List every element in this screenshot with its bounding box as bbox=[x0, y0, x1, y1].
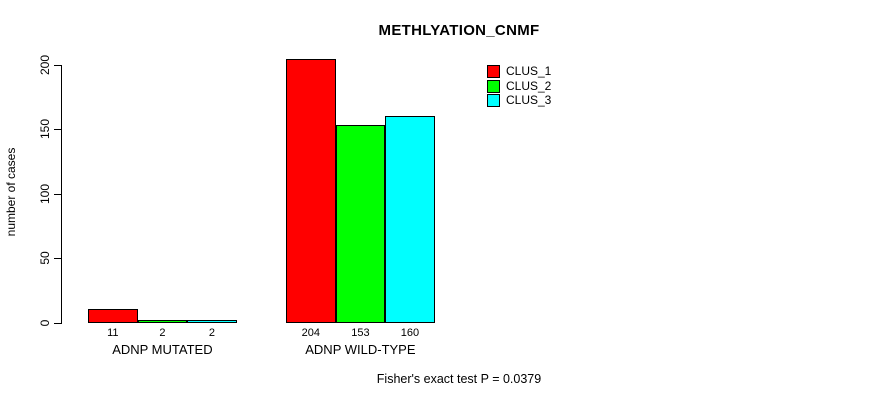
bar-value-label: 11 bbox=[107, 327, 119, 339]
bar-clus_2-1 bbox=[137, 320, 188, 323]
legend-item-clus_1: CLUS_1 bbox=[487, 65, 551, 78]
bar-value-label: 2 bbox=[159, 327, 166, 339]
legend-label: CLUS_3 bbox=[506, 93, 552, 107]
legend-label: CLUS_2 bbox=[506, 78, 552, 93]
footnote: Fisher's exact test P = 0.0379 bbox=[376, 372, 542, 386]
y-tick-mark bbox=[54, 323, 61, 324]
y-tick-mark bbox=[54, 258, 61, 260]
bar-value-label: 2 bbox=[208, 327, 216, 339]
legend-item-clus_3: CLUS_3 bbox=[487, 94, 551, 107]
category-label: ADNP MUTATED bbox=[112, 342, 213, 357]
bar-clus_1-1 bbox=[88, 308, 138, 323]
legend-swatch-icon bbox=[487, 79, 500, 93]
bar-value-label: 160 bbox=[400, 327, 420, 339]
legend-label: CLUS_1 bbox=[506, 64, 552, 78]
bar-value-label: 204 bbox=[301, 327, 320, 339]
legend-item-clus_2: CLUS_2 bbox=[487, 78, 552, 93]
bar-clus_1-2 bbox=[286, 59, 336, 323]
y-tick-mark bbox=[54, 193, 61, 195]
bar-clus_3-2 bbox=[385, 116, 435, 323]
y-tick-label: 50 bbox=[38, 251, 52, 266]
bar-value-label: 153 bbox=[351, 327, 370, 339]
category-label: ADNP WILD-TYPE bbox=[305, 342, 416, 357]
y-axis-line bbox=[61, 64, 62, 324]
legend-swatch-icon bbox=[487, 94, 500, 107]
y-tick-label: 100 bbox=[38, 183, 52, 204]
y-tick-label: 200 bbox=[38, 54, 52, 75]
bar-clus_3-1 bbox=[187, 320, 237, 323]
legend-swatch-icon bbox=[487, 65, 500, 78]
y-tick-label: 0 bbox=[38, 319, 52, 327]
chart-title: METHLYATION_CNMF bbox=[378, 22, 540, 39]
y-tick-mark bbox=[54, 64, 61, 66]
y-tick-label: 150 bbox=[38, 119, 52, 140]
bar-clus_2-2 bbox=[335, 125, 386, 323]
legend: CLUS_1 CLUS_2 CLUS_3 bbox=[487, 65, 551, 109]
y-axis-label: number of cases bbox=[4, 147, 18, 237]
y-tick-mark bbox=[54, 129, 61, 131]
